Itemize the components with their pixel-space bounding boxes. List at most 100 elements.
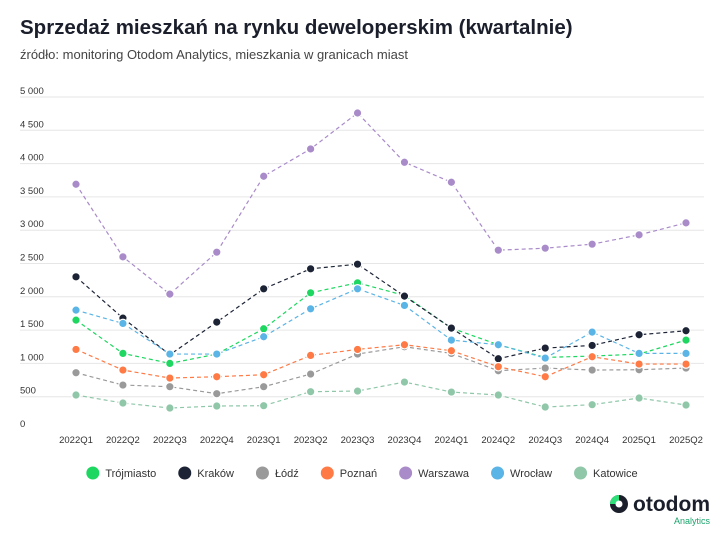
y-tick-label: 5 000 [20,86,44,97]
data-point [211,349,222,359]
data-point [540,363,551,373]
x-tick-label: 2023Q3 [341,435,375,446]
data-point [540,371,551,382]
data-point [634,230,644,240]
data-point [446,177,457,188]
data-point [352,344,363,355]
data-point [165,373,175,383]
data-point [71,305,81,315]
data-point [258,323,269,334]
series-line [75,381,687,409]
data-point [446,323,457,333]
data-point [71,344,81,355]
data-point [352,108,363,118]
data-point [258,381,269,392]
legend-marker [320,466,334,480]
data-point [71,272,81,282]
y-tick-label: 0 [20,419,25,430]
y-tick-label: 2 000 [20,286,44,297]
data-point [305,386,316,397]
data-point [118,398,128,408]
x-tick-label: 2022Q1 [59,435,93,446]
x-tick-label: 2024Q2 [481,435,515,446]
data-point [258,331,269,342]
data-point [71,315,81,325]
otodom-logo: otodom Analytics [609,494,710,527]
legend-label: Łódź [275,468,299,480]
data-point [305,303,316,314]
data-point [587,340,597,351]
data-point [634,329,644,340]
legend-label: Poznań [340,468,377,480]
data-point [165,289,175,299]
data-point [118,365,128,375]
data-point [71,179,81,190]
data-point [634,348,644,359]
data-point [493,339,504,350]
x-tick-label: 2022Q3 [153,435,187,446]
data-point [587,399,597,410]
data-point [165,358,175,369]
data-point [352,386,363,396]
data-point [165,349,175,359]
x-tick-label: 2025Q2 [669,435,703,446]
data-point [681,218,691,228]
data-point [71,390,81,400]
data-point [211,247,222,257]
data-point [258,171,269,182]
data-point [305,264,316,274]
y-tick-label: 1 500 [20,319,44,330]
legend-label: Warszawa [418,468,470,480]
data-point [305,144,316,154]
y-tick-label: 4 500 [20,119,44,130]
data-point [681,348,691,359]
data-point [681,400,691,410]
legend-marker [178,466,192,480]
data-point [493,245,504,255]
data-point [681,335,691,345]
legend-marker [399,466,413,480]
data-point [258,369,269,380]
x-tick-label: 2025Q1 [622,435,656,446]
data-point [681,359,691,369]
data-point [493,361,504,372]
data-point [540,343,551,353]
data-point [587,239,597,249]
data-point [587,365,597,375]
x-tick-label: 2023Q1 [247,435,281,446]
data-point [446,387,457,397]
data-point [118,252,128,262]
data-point [352,259,363,269]
series-line [75,282,687,365]
data-point [258,284,269,294]
y-tick-label: 4 000 [20,153,44,164]
data-point [634,359,644,369]
legend-label: Trójmiasto [105,468,156,480]
data-point [399,291,410,301]
data-point [540,243,551,253]
data-point [305,288,316,298]
y-tick-label: 3 500 [20,186,44,197]
data-point [587,327,597,337]
data-point [258,400,269,411]
x-tick-label: 2022Q2 [106,435,140,446]
data-point [305,350,316,361]
x-tick-label: 2023Q2 [294,435,328,446]
logo-text-group: otodom Analytics [633,494,710,527]
data-point [165,403,175,413]
data-point [71,367,81,378]
data-point [587,351,597,362]
data-point [118,348,128,359]
legend-label: Kraków [197,468,234,480]
series-line [75,263,687,360]
legend-marker [255,466,269,480]
logo-text: otodom [633,493,710,516]
data-point [352,284,363,294]
data-point [493,390,504,400]
x-tick-label: 2024Q4 [575,435,609,446]
chart-title: Sprzedaż mieszkań na rynku deweloperskim… [20,16,573,39]
x-tick-label: 2023Q4 [388,435,422,446]
chart-subtitle: źródło: monitoring Otodom Analytics, mie… [20,47,408,62]
data-point [399,339,410,350]
